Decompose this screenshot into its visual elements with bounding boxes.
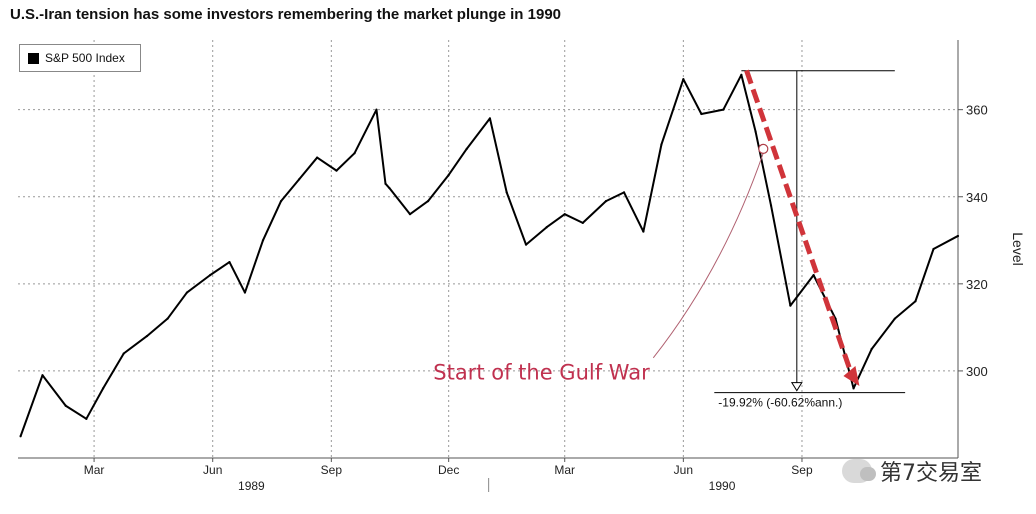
chart-title: U.S.-Iran tension has some investors rem… xyxy=(10,6,562,23)
data-point xyxy=(769,204,773,207)
grid-lines xyxy=(18,40,958,458)
data-point xyxy=(545,226,548,229)
year-label: 1989 xyxy=(238,479,265,493)
data-point xyxy=(893,317,896,320)
legend: S&P 500 Index xyxy=(19,44,141,72)
data-point xyxy=(228,260,231,264)
x-tick-label: Dec xyxy=(438,463,459,477)
watermark-text: 第7交易室 xyxy=(880,461,982,486)
x-tick-label: Mar xyxy=(84,463,105,477)
data-point xyxy=(488,117,492,120)
data-point xyxy=(64,404,67,407)
x-tick-label: Mar xyxy=(554,463,575,477)
data-point xyxy=(316,156,319,159)
y-tick-label: 360 xyxy=(966,103,988,118)
legend-label: S&P 500 Index xyxy=(45,51,125,65)
gulf-war-marker xyxy=(758,143,769,154)
year-label: 1990 xyxy=(709,479,736,493)
data-point xyxy=(505,191,508,194)
data-point xyxy=(789,304,792,307)
data-point xyxy=(754,130,757,133)
data-point xyxy=(261,239,265,242)
x-tick-label: Sep xyxy=(791,463,813,477)
drawdown-label: -19.92% (-60.62%ann.) xyxy=(718,396,842,410)
data-point xyxy=(581,221,584,224)
data-point xyxy=(524,243,528,246)
decline-trend-arrow xyxy=(744,69,854,375)
data-point xyxy=(447,173,450,177)
data-point xyxy=(722,108,725,111)
gulf-war-label: Start of the Gulf War xyxy=(433,361,650,385)
data-point xyxy=(243,291,247,294)
data-point xyxy=(700,112,703,116)
series-layer xyxy=(19,73,960,438)
data-point xyxy=(335,169,338,172)
data-point xyxy=(122,352,125,355)
y-tick-label: 300 xyxy=(966,364,988,379)
data-point xyxy=(388,186,391,190)
data-point xyxy=(426,200,430,203)
y-tick-label: 320 xyxy=(966,277,988,292)
x-tick-label: Jun xyxy=(674,463,693,477)
data-point xyxy=(956,234,960,238)
data-point xyxy=(408,213,412,216)
data-point xyxy=(622,191,626,194)
annotations: Start of the Gulf War -19.92% (-60.62%ann… xyxy=(433,69,906,410)
y-tick-label: 340 xyxy=(966,190,988,205)
watermark: 第7交易室 xyxy=(842,455,982,487)
data-point xyxy=(166,317,169,320)
wechat-icon xyxy=(842,459,876,483)
data-point xyxy=(932,247,935,251)
data-point xyxy=(682,78,685,81)
drawdown-arrow-head xyxy=(790,382,803,392)
decline-trend-arrowhead xyxy=(843,365,860,386)
data-point xyxy=(852,387,855,390)
x-tick-label: Sep xyxy=(321,463,343,477)
data-point xyxy=(85,417,88,420)
data-point xyxy=(812,274,815,277)
data-point xyxy=(604,200,608,203)
x-tick-label: Jun xyxy=(203,463,222,477)
data-point xyxy=(19,435,22,438)
data-point xyxy=(740,73,743,76)
data-point xyxy=(353,152,356,155)
data-point xyxy=(297,178,301,181)
legend-swatch xyxy=(28,53,39,64)
data-point xyxy=(384,182,387,185)
data-point xyxy=(914,300,917,303)
data-point xyxy=(642,230,645,233)
axes: 300 320 340 360 Mar Jun Sep Dec Mar Jun Sep 1989 199… xyxy=(18,40,1026,493)
data-point xyxy=(41,374,44,377)
data-point xyxy=(209,274,212,277)
gulf-war-leader-line xyxy=(652,152,764,359)
data-point xyxy=(279,200,283,203)
data-point xyxy=(660,143,663,146)
data-point xyxy=(870,348,873,351)
data-point xyxy=(102,387,105,390)
data-point xyxy=(145,334,149,338)
series-line xyxy=(19,73,959,437)
data-point xyxy=(375,108,378,111)
data-point xyxy=(465,147,468,150)
data-point xyxy=(563,213,566,216)
y-axis-label: Level xyxy=(1010,232,1026,265)
data-point xyxy=(185,291,189,294)
